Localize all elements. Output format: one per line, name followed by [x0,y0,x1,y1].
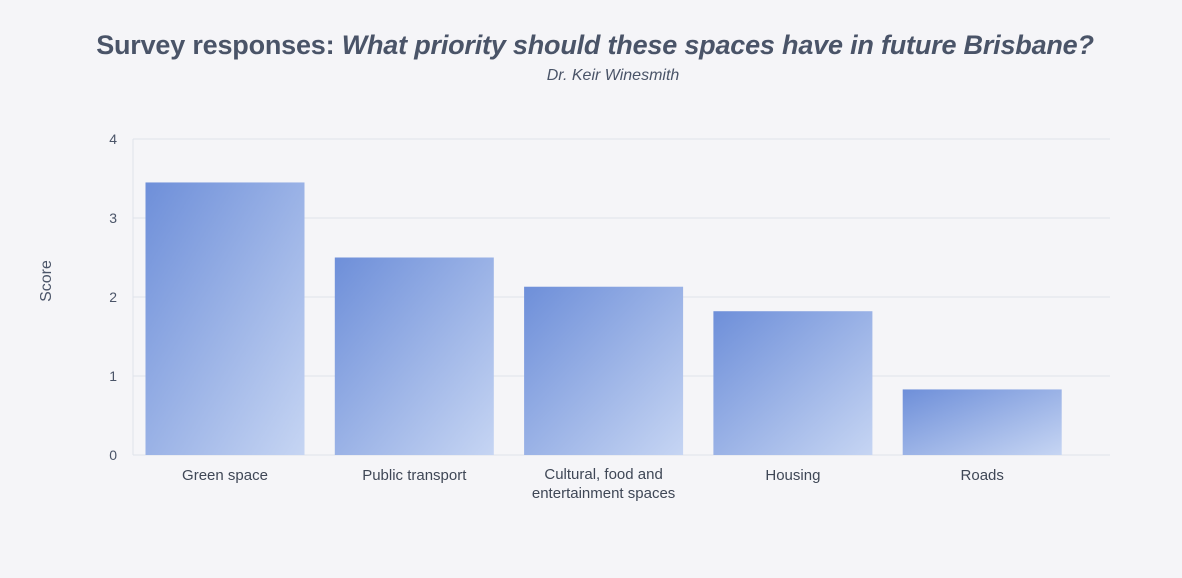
y-tick-label: 2 [109,289,117,305]
bar [713,311,873,455]
chart-title: Survey responses: What priority should t… [0,30,1182,61]
x-category-label: Roads [961,467,1004,484]
y-axis: 0 1 2 3 4 [109,131,134,463]
bar [334,257,494,455]
y-axis-label: Score [38,260,55,302]
x-category-label: Green space [182,467,268,484]
bar [524,286,684,455]
bar [902,389,1062,455]
chart-subtitle: Dr. Keir Winesmith [546,67,680,84]
chart-title-prefix: Survey responses: [96,30,342,60]
x-category-label: Public transport [362,467,467,484]
y-tick-label: 4 [109,131,117,147]
x-category-label: Housing [765,467,820,484]
chart-title-question: What priority should these spaces have i… [341,30,1094,60]
x-axis-labels: Green space Public transport Cultural, foo… [182,466,1004,502]
bars [145,182,1062,455]
y-tick-label: 3 [109,210,117,226]
y-tick-label: 0 [109,447,117,463]
bar [145,182,305,455]
x-category-label: Cultural, food and entertainment spaces [532,466,675,502]
y-tick-label: 1 [109,368,117,384]
